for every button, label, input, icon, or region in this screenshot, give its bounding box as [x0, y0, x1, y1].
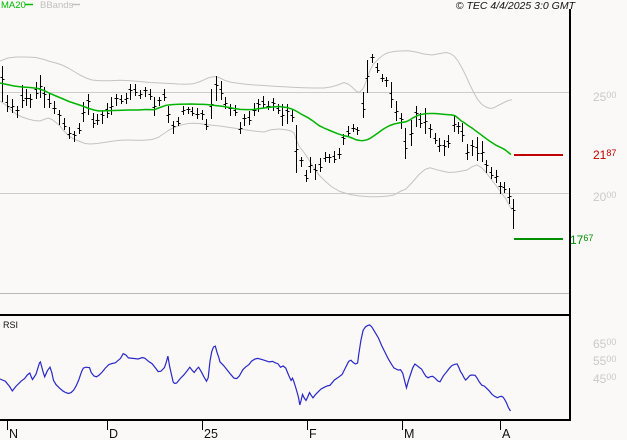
svg-text:MA20: MA20: [1, 0, 26, 11]
svg-text:© TEC 4/4/2025 3:0 GMT: © TEC 4/4/2025 3:0 GMT: [456, 0, 577, 12]
svg-text:A: A: [502, 427, 511, 440]
svg-text:BBands: BBands: [40, 0, 74, 11]
svg-text:N: N: [9, 427, 18, 440]
svg-text:25: 25: [204, 427, 218, 440]
svg-text:F: F: [309, 427, 317, 440]
svg-text:RSI: RSI: [3, 320, 18, 330]
svg-text:D: D: [109, 427, 118, 440]
svg-text:M: M: [404, 427, 414, 440]
